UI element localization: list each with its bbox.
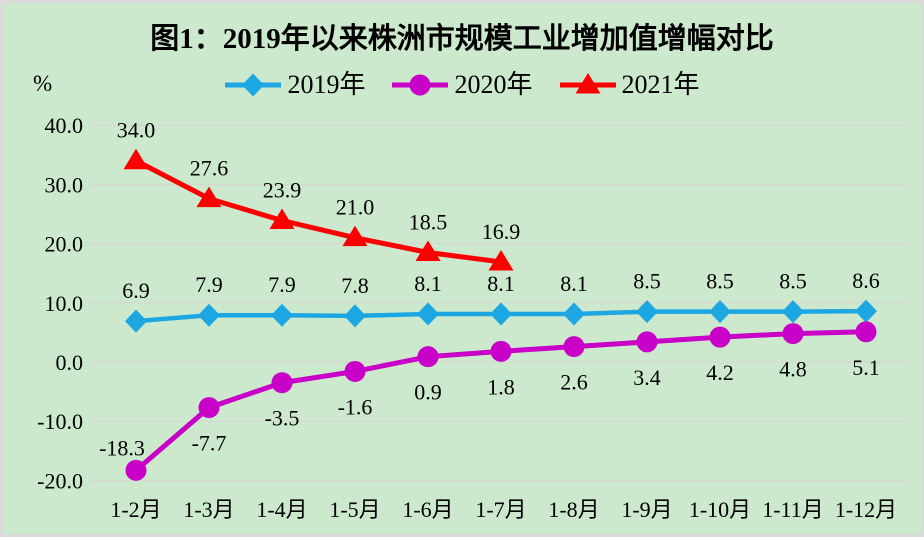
marker-circle	[271, 372, 293, 394]
value-label: -1.6	[338, 394, 373, 419]
value-label: 7.8	[341, 273, 369, 298]
value-label: 27.6	[190, 156, 229, 181]
marker-triangle	[269, 208, 295, 230]
marker-diamond	[271, 303, 293, 327]
marker-diamond	[344, 304, 366, 328]
x-tick-label: 1-2月	[110, 497, 161, 522]
marker-diamond	[242, 73, 265, 97]
chart-title: 图1：2019年以来株洲市规模工业增加值增幅对比	[150, 23, 774, 55]
marker-triangle	[123, 148, 149, 170]
marker-circle	[409, 74, 431, 96]
value-label: 8.1	[414, 271, 442, 296]
value-label: 7.9	[268, 272, 296, 297]
marker-circle	[490, 340, 512, 362]
legend-marker-2021-icon	[559, 72, 617, 98]
marker-triangle	[575, 73, 600, 94]
value-label: 34.0	[117, 118, 156, 143]
x-tick-label: 1-10月	[689, 497, 751, 522]
value-label: 18.5	[409, 209, 448, 234]
value-label: 8.1	[560, 271, 588, 296]
x-tick-label: 1-5月	[329, 497, 380, 522]
legend-item-2020: 2020年	[391, 70, 533, 99]
x-tick-label: 1-7月	[475, 497, 526, 522]
chart-legend: 2019年 2020年 2021年	[3, 65, 921, 105]
value-label: 8.5	[706, 269, 734, 294]
marker-circle	[417, 346, 439, 368]
legend-label-2020: 2020年	[454, 70, 533, 99]
x-tick-label: 1-4月	[256, 497, 307, 522]
legend-item-2019: 2019年	[224, 72, 365, 98]
legend-marker-2019-icon	[224, 72, 282, 98]
marker-circle	[125, 459, 147, 481]
legend-item-2021: 2021年	[559, 72, 700, 98]
y-tick-label: 0.0	[56, 350, 84, 375]
marker-circle	[344, 360, 366, 382]
marker-diamond	[636, 300, 658, 324]
value-label: 0.9	[414, 380, 442, 405]
y-tick-label: 20.0	[45, 232, 84, 257]
marker-diamond	[563, 302, 585, 326]
value-label: 4.2	[706, 360, 734, 385]
value-label: 8.5	[779, 269, 807, 294]
legend-marker-2020-icon	[391, 72, 449, 98]
x-tick-label: 1-12月	[835, 497, 897, 522]
value-label: 8.1	[487, 271, 515, 296]
value-label: 6.9	[122, 278, 150, 303]
x-tick-label: 1-9月	[621, 497, 672, 522]
series-line-2021年	[134, 158, 502, 265]
value-label: 1.8	[487, 374, 515, 399]
marker-circle	[636, 331, 658, 353]
value-label: 7.9	[195, 272, 223, 297]
legend-label-2021: 2021年	[621, 70, 700, 99]
y-tick-label: -10.0	[37, 409, 83, 434]
value-label: 4.8	[779, 357, 807, 382]
value-label: 8.5	[633, 269, 661, 294]
marker-circle	[198, 397, 220, 419]
marker-diamond	[198, 303, 220, 327]
value-label: 2.6	[560, 370, 588, 395]
marker-diamond	[709, 300, 731, 324]
legend-label-2019: 2019年	[287, 70, 366, 99]
x-tick-label: 1-3月	[183, 497, 234, 522]
y-axis-unit-label: %	[33, 71, 53, 96]
x-tick-label: 1-6月	[402, 497, 453, 522]
marker-circle	[709, 326, 731, 348]
value-label: -3.5	[265, 406, 300, 431]
x-tick-label: 1-11月	[762, 497, 824, 522]
value-label: 23.9	[263, 178, 302, 203]
marker-diamond	[417, 302, 439, 326]
value-label: -18.3	[99, 435, 145, 460]
marker-diamond	[490, 302, 512, 326]
x-tick-label: 1-8月	[548, 497, 599, 522]
value-label: 5.1	[852, 355, 880, 380]
value-label: 21.0	[336, 195, 375, 220]
marker-triangle	[342, 225, 368, 247]
y-tick-label: 30.0	[45, 172, 84, 197]
marker-diamond	[855, 299, 877, 323]
value-label: -7.7	[192, 431, 227, 456]
value-label: 16.9	[482, 219, 521, 244]
marker-circle	[782, 323, 804, 345]
y-tick-label: 40.0	[45, 113, 84, 138]
marker-circle	[563, 336, 585, 358]
marker-triangle	[196, 186, 222, 208]
marker-diamond	[782, 300, 804, 324]
marker-triangle	[488, 249, 514, 271]
marker-circle	[855, 321, 877, 343]
value-label: 8.6	[852, 268, 880, 293]
y-tick-label: 10.0	[45, 291, 84, 316]
y-tick-label: -20.0	[37, 468, 83, 493]
line-chart-plot: 40.0 30.0 20.0 10.0 0.0 -10.0 -20.0 1-2月 1-3月 1-4…	[37, 113, 909, 522]
marker-triangle	[415, 240, 441, 261]
marker-diamond	[125, 309, 147, 333]
value-label: 3.4	[633, 365, 661, 390]
